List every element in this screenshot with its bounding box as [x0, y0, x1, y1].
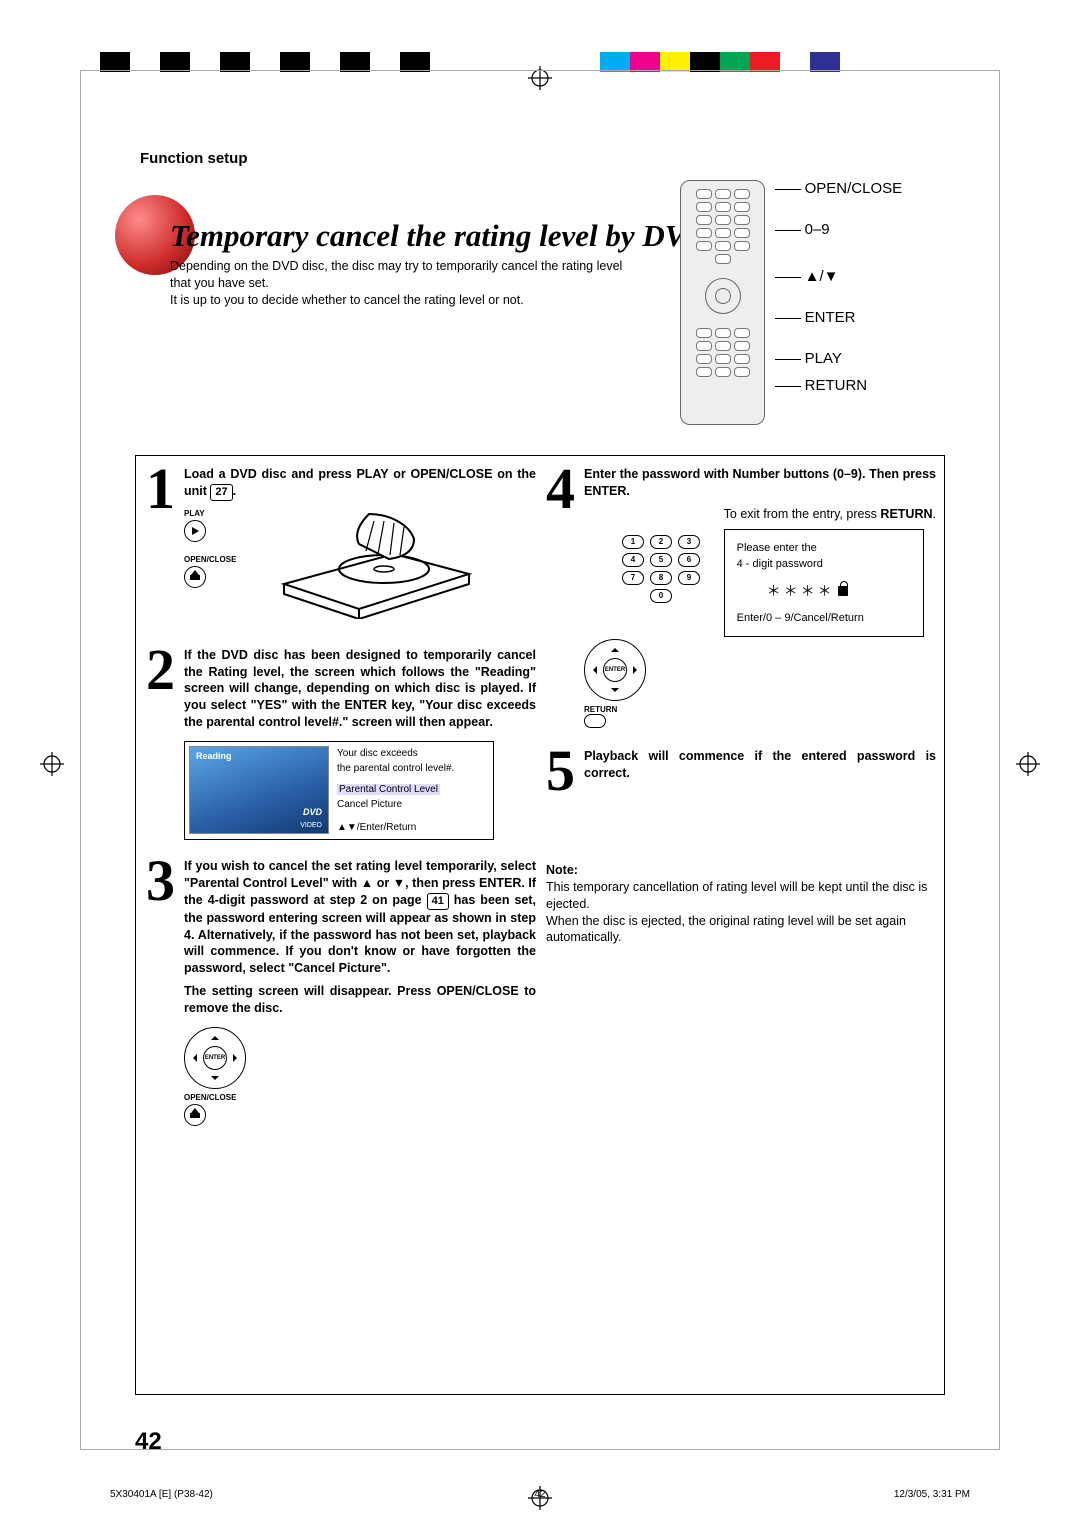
- step-1-illustration: PLAY OPEN/CLOSE: [184, 509, 434, 629]
- return-button-icon: [584, 714, 606, 728]
- page-title: Temporary cancel the rating level by DVD…: [170, 218, 766, 254]
- screen-option-2: Cancel Picture: [337, 797, 454, 812]
- dvd-player-drawing: [274, 509, 474, 619]
- step-2-text: If the DVD disc has been designed to tem…: [184, 648, 536, 730]
- step-5-number: 5: [546, 742, 575, 800]
- right-column: 4 Enter the password with Number buttons…: [546, 466, 936, 946]
- step-5: 5 Playback will commence if the entered …: [546, 748, 936, 782]
- step-3-openclose-label: OPEN/CLOSE: [184, 1093, 536, 1102]
- remote-callout: OPEN/CLOSE 0–9 ▲/▼ ENTER PLAY RETURN: [680, 180, 960, 425]
- footer-center: 42: [534, 1489, 545, 1500]
- note-p1: This temporary cancellation of rating le…: [546, 879, 936, 913]
- remote-label-enter: ENTER: [805, 309, 856, 326]
- step-3-text-c: The setting screen will disappear. Press…: [184, 984, 536, 1015]
- print-color-bar-bw: [100, 52, 430, 72]
- play-icon: [184, 520, 206, 542]
- screen-info: Your disc exceeds the parental control l…: [337, 746, 454, 835]
- step-4-hint-c: .: [933, 507, 936, 521]
- password-mask: ＊＊＊＊: [767, 583, 835, 599]
- screen-option-1: Parental Control Level: [337, 784, 440, 795]
- password-line-2: 4 - digit password: [737, 556, 911, 573]
- password-line-1: Please enter the: [737, 540, 911, 557]
- password-prompt-box: Please enter the 4 - digit password ＊＊＊＊…: [724, 529, 924, 638]
- step-2-number: 2: [146, 641, 175, 699]
- remote-labels: OPEN/CLOSE 0–9 ▲/▼ ENTER PLAY RETURN: [775, 180, 903, 418]
- registration-mark-left: [40, 752, 64, 776]
- step-4-hint-b: RETURN: [880, 507, 932, 521]
- step-5-text: Playback will commence if the entered pa…: [584, 749, 936, 780]
- step-4-return-label: RETURN: [584, 705, 936, 714]
- step-4-text: Enter the password with Number buttons (…: [584, 467, 936, 498]
- eject-icon-2: [184, 1104, 206, 1126]
- registration-mark-right: [1016, 752, 1040, 776]
- step-3-ref: 41: [427, 893, 449, 910]
- remote-label-play: PLAY: [805, 350, 842, 367]
- footer-left: 5X30401A [E] (P38-42): [110, 1489, 213, 1500]
- step-4: 4 Enter the password with Number buttons…: [546, 466, 936, 728]
- note-p2: When the disc is ejected, the original r…: [546, 913, 936, 947]
- remote-label-return: RETURN: [805, 377, 868, 394]
- remote-label-arrows: ▲/▼: [805, 268, 839, 285]
- dpad-illustration-2: [584, 639, 646, 701]
- remote-illustration: [680, 180, 765, 425]
- dvd-logo: DVD: [303, 807, 322, 817]
- remote-label-digits: 0–9: [805, 221, 830, 238]
- footer-right: 12/3/05, 3:31 PM: [894, 1489, 970, 1500]
- password-hint: Enter/0 – 9/Cancel/Return: [737, 610, 911, 627]
- print-color-bar-color: [600, 52, 840, 72]
- step-3: 3 If you wish to cancel the set rating l…: [146, 858, 536, 1131]
- step-4-hint-a: To exit from the entry, press: [724, 507, 881, 521]
- step-1-text-b: .: [233, 484, 236, 498]
- section-label: Function setup: [140, 150, 248, 167]
- step-4-number: 4: [546, 460, 575, 518]
- left-column: 1 Load a DVD disc and press PLAY or OPEN…: [146, 466, 536, 1149]
- screen-hint: ▲▼/Enter/Return: [337, 820, 454, 835]
- step-2: 2 If the DVD disc has been designed to t…: [146, 647, 536, 840]
- note-title: Note:: [546, 863, 578, 877]
- numpad-illustration: 123 456 789 0: [622, 535, 700, 607]
- screen-line-1: Your disc exceeds: [337, 746, 454, 761]
- intro-text: Depending on the DVD disc, the disc may …: [170, 258, 640, 309]
- screen-reading-label: Reading: [196, 751, 232, 761]
- note-block: Note: This temporary cancellation of rat…: [546, 862, 936, 946]
- step-2-screen-mock: Reading DVD VIDEO Your disc exceeds the …: [184, 741, 494, 840]
- step-1-text-a: Load a DVD disc and press PLAY or OPEN/C…: [184, 467, 536, 498]
- content-box: 1 Load a DVD disc and press PLAY or OPEN…: [135, 455, 945, 1395]
- step-1: 1 Load a DVD disc and press PLAY or OPEN…: [146, 466, 536, 629]
- screen-line-2: the parental control level#.: [337, 761, 454, 776]
- footer: 5X30401A [E] (P38-42) 42 12/3/05, 3:31 P…: [110, 1489, 970, 1500]
- step-1-ref: 27: [210, 484, 232, 501]
- intro-line-1: Depending on the DVD disc, the disc may …: [170, 258, 640, 292]
- dvd-video-label: VIDEO: [300, 822, 322, 829]
- step-1-number: 1: [146, 460, 175, 518]
- step-3-number: 3: [146, 852, 175, 910]
- eject-icon: [184, 566, 206, 588]
- page-number: 42: [135, 1428, 162, 1456]
- intro-line-2: It is up to you to decide whether to can…: [170, 292, 640, 309]
- lock-icon: [838, 586, 848, 596]
- remote-label-openclose: OPEN/CLOSE: [805, 180, 903, 197]
- screen-thumbnail: Reading DVD VIDEO: [189, 746, 329, 834]
- dpad-illustration: [184, 1027, 246, 1089]
